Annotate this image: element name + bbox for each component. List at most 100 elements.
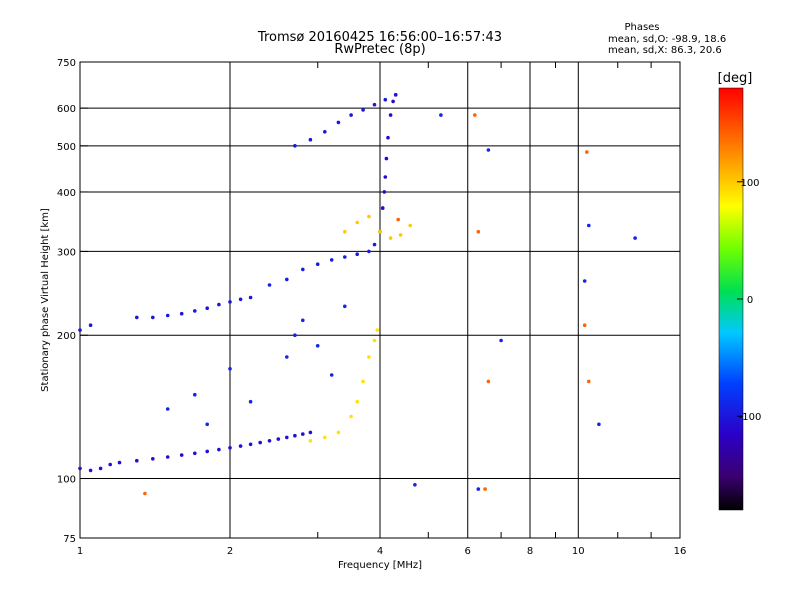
data-point [633, 236, 637, 240]
data-point [88, 323, 93, 328]
data-point [205, 449, 209, 454]
data-point [486, 148, 491, 152]
data-point [372, 338, 377, 343]
chart-subtitle: RwPretec (8p) [334, 42, 425, 57]
data-point [499, 338, 503, 343]
data-point [486, 379, 491, 384]
data-point [383, 97, 388, 102]
data-point [343, 255, 347, 259]
data-point [228, 446, 232, 450]
data-point [193, 451, 197, 456]
stats-o-mode: mean, sd,O: -98.9, 18.6 [608, 34, 726, 45]
data-point [386, 135, 390, 140]
data-point [293, 433, 297, 438]
data-point [238, 297, 243, 302]
x-tick-label: 4 [377, 546, 383, 557]
data-point [293, 333, 297, 338]
data-point [382, 190, 387, 194]
x-axis-label: Frequency [MHz] [338, 560, 422, 571]
y-tick-label: 600 [57, 104, 76, 115]
data-point [329, 373, 334, 377]
scattered-echoes [165, 113, 637, 491]
colorbar-ticks: -100 0 100 [737, 178, 761, 423]
x-tick-label: 6 [465, 546, 471, 557]
data-point [315, 262, 320, 267]
data-points [78, 93, 637, 496]
y-tick-label: 750 [57, 58, 76, 69]
y-tick-label: 400 [57, 188, 76, 199]
data-point [587, 223, 591, 228]
data-point [179, 453, 184, 457]
data-point [355, 220, 360, 225]
upper-echo-trace [293, 93, 398, 148]
data-point [228, 367, 232, 371]
data-point [78, 466, 82, 471]
data-point [367, 249, 371, 254]
data-point [88, 468, 93, 473]
data-point [343, 229, 347, 234]
data-point [372, 102, 377, 107]
data-point [582, 279, 587, 283]
data-point [367, 214, 371, 219]
data-point [285, 355, 289, 359]
x-tick-label: 16 [674, 546, 687, 557]
data-point [315, 344, 320, 348]
lower-layer-trace [78, 430, 313, 473]
data-point [391, 99, 395, 104]
data-point [597, 422, 601, 427]
y-tick-label: 500 [57, 142, 76, 153]
data-point [372, 242, 377, 247]
y-tick-label: 75 [63, 534, 76, 545]
data-point [193, 392, 197, 397]
data-point [98, 466, 103, 471]
y-tick-label: 100 [57, 475, 76, 486]
data-point [323, 130, 327, 134]
x-tick-label: 1 [77, 546, 83, 557]
data-point [476, 487, 481, 491]
data-point [587, 379, 591, 384]
data-point [384, 156, 389, 161]
data-point [388, 236, 393, 240]
data-point [217, 447, 221, 452]
f2-trace [267, 206, 385, 287]
data-point [375, 328, 380, 332]
data-point [217, 302, 221, 307]
data-point [135, 315, 139, 320]
data-point [585, 150, 589, 154]
data-point [355, 399, 360, 404]
data-point [323, 435, 327, 440]
data-point [308, 137, 313, 142]
data-point [380, 206, 385, 210]
data-point [388, 113, 393, 117]
chart-title: Tromsø 20160425 16:56:00–16:57:43 [257, 30, 502, 45]
data-point [205, 306, 209, 311]
data-point [349, 414, 353, 419]
data-point [151, 457, 155, 461]
data-point [349, 113, 353, 117]
data-point [361, 379, 365, 384]
data-point [285, 435, 289, 440]
data-point [308, 430, 313, 435]
data-point [108, 462, 112, 467]
f1-rise-trace [78, 295, 253, 332]
data-point [393, 93, 398, 97]
data-point [143, 491, 147, 496]
colorbar-tick-label: -100 [739, 412, 762, 423]
data-point [117, 460, 122, 465]
data-point [343, 304, 347, 309]
data-point [483, 487, 487, 491]
data-point [383, 175, 388, 179]
data-point [398, 233, 403, 237]
data-point [378, 229, 382, 234]
colorbar-tick-label: 100 [740, 178, 759, 189]
data-point [473, 113, 477, 117]
data-point [248, 442, 253, 447]
data-point [308, 439, 313, 443]
x-mode-upper-trace [343, 214, 413, 240]
data-point [396, 217, 401, 222]
colorbar-tick-label: 0 [747, 295, 753, 306]
data-point [165, 313, 170, 318]
data-point [413, 483, 417, 487]
data-point [193, 309, 197, 313]
